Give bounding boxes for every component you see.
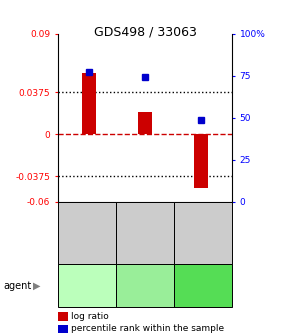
Text: log ratio: log ratio [71, 312, 109, 321]
Text: GSM8749: GSM8749 [82, 213, 92, 253]
Bar [82, 73, 96, 134]
Text: agent: agent [3, 281, 31, 291]
Text: IL4: IL4 [195, 281, 211, 291]
Text: percentile rank within the sample: percentile rank within the sample [71, 324, 224, 333]
Text: IFNg: IFNg [75, 281, 99, 291]
Text: TNFa: TNFa [132, 281, 158, 291]
Bar [138, 112, 152, 134]
Text: ▶: ▶ [33, 281, 41, 291]
Text: GDS498 / 33063: GDS498 / 33063 [94, 25, 196, 38]
Bar [194, 134, 208, 188]
Text: GSM8759: GSM8759 [198, 213, 208, 253]
Text: GSM8754: GSM8754 [140, 213, 150, 253]
